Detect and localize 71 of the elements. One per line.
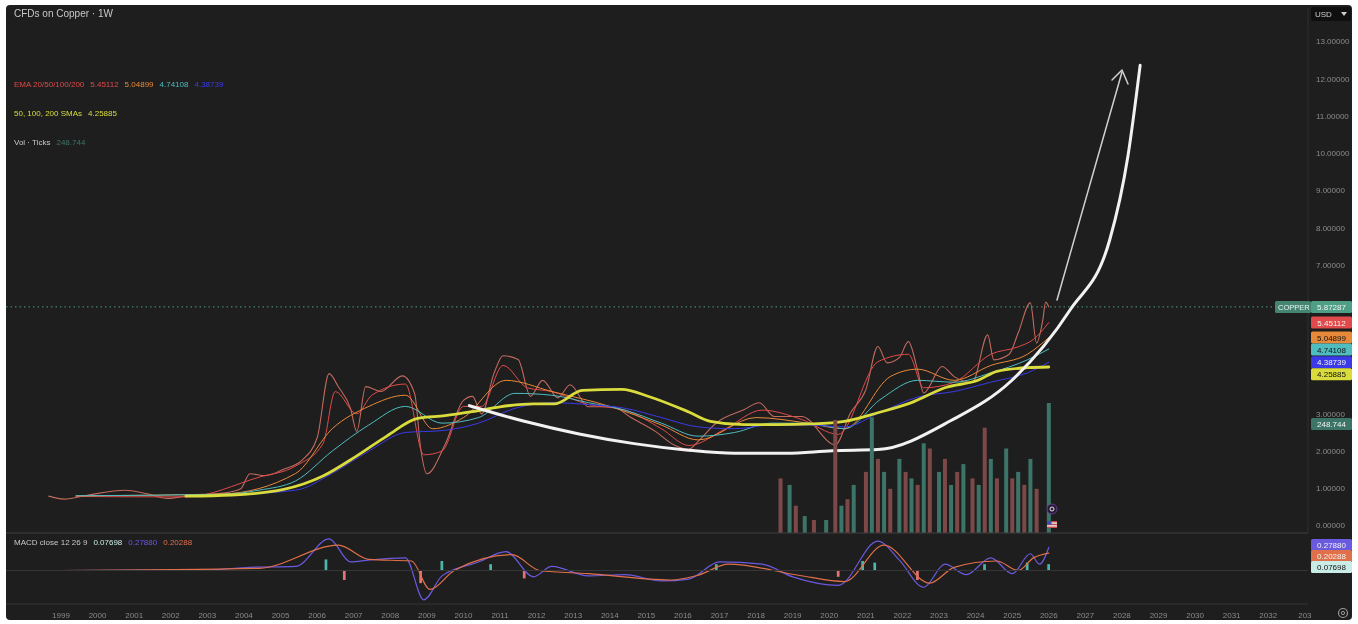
x-tick-label: 2013 (564, 610, 583, 620)
x-tick-label: 2032 (1259, 610, 1278, 620)
text: 5.04899 (1317, 333, 1346, 343)
text: 0.20288 (1317, 552, 1346, 561)
x-tick-label: 2026 (1039, 610, 1059, 620)
x-tick-label: 2008 (381, 610, 400, 620)
x-tick-label: 2016 (673, 610, 693, 620)
y-axis-title: USD (1315, 10, 1333, 19)
x-tick-label: 2024 (966, 610, 986, 620)
x-tick-label: 2004 (234, 610, 254, 620)
x-tick-label: 2005 (271, 610, 290, 620)
y-tick-label: 0.00000 (1316, 521, 1346, 531)
annotation: 0.20288 (163, 538, 193, 547)
x-tick-label: 2002 (161, 610, 181, 620)
annotation: 0.07698 (93, 538, 123, 547)
chart-title: Vol · Ticks (14, 138, 51, 147)
x-tick-label: 2017 (710, 610, 729, 620)
x-tick-label: 2020 (820, 610, 839, 620)
x-tick-label: 2003 (198, 610, 217, 620)
chart-title: CFDs on Copper · 1W (14, 8, 114, 19)
y-tick-label: 13.00000 (1316, 37, 1350, 47)
x-tick-label: 2001 (125, 610, 144, 620)
x-tick-label: 2018 (747, 610, 766, 620)
x-tick-label: 2000 (88, 610, 107, 620)
x-tick-label: 2021 (856, 610, 876, 620)
x-tick-label: 2025 (1003, 610, 1022, 620)
text: 5.45112 (1317, 318, 1346, 328)
text: 248.744 (56, 138, 86, 147)
y-tick-label: 8.00000 (1316, 223, 1346, 233)
text: 248.744 (1317, 420, 1347, 429)
annotation: 0.27880 (128, 538, 158, 547)
annotation: 5.04899 (124, 80, 155, 89)
annotation: 4.38739 (194, 80, 224, 89)
y-tick-label: 3.00000 (1316, 409, 1346, 419)
y-tick-label: 10.00000 (1316, 149, 1350, 159)
x-tick-label: 2014 (600, 610, 620, 620)
y-tick-label: 11.00000 (1316, 111, 1350, 121)
x-tick-label: 2019 (783, 610, 803, 620)
y-tick-label: 7.00000 (1316, 260, 1346, 270)
text: 50, 100, 200 SMAs (14, 109, 83, 118)
x-tick-label: 2023 (930, 610, 949, 620)
x-tick-label: 2031 (1222, 610, 1242, 620)
x-tick-label: 2015 (637, 610, 656, 620)
text: 5.87287 (1317, 302, 1347, 312)
x-tick-label: 2028 (1113, 610, 1132, 620)
text: 4.74108 (1317, 345, 1346, 355)
chart-title: MACD close 12 26 9 (14, 538, 88, 547)
text: 4.25885 (1317, 370, 1346, 380)
text: EMA 20/50/100/200 (14, 80, 85, 89)
text: 0.07698 (1317, 563, 1346, 572)
annotation: 4.25885 (88, 109, 118, 118)
x-tick-label: 2009 (417, 610, 437, 620)
text: 4.38739 (1317, 358, 1346, 368)
annotation: 4.74108 (159, 80, 189, 89)
x-tick-label: 203 (1298, 610, 1313, 620)
y-tick-label: 1.00000 (1316, 484, 1346, 494)
text: 0.27880 (1317, 541, 1346, 550)
x-tick-label: 2030 (1186, 610, 1205, 620)
x-tick-label: 2029 (1149, 610, 1169, 620)
x-tick-label: 2022 (893, 610, 912, 620)
annotation: 5.45112 (90, 80, 120, 89)
y-tick-label: 2.00000 (1316, 446, 1346, 456)
x-tick-label: 2007 (344, 610, 364, 620)
x-tick-label: 1999 (52, 610, 71, 620)
x-tick-label: 2010 (454, 610, 473, 620)
x-tick-label: 2027 (1076, 610, 1095, 620)
x-tick-label: 2006 (308, 610, 327, 620)
y-tick-label: 12.00000 (1316, 74, 1350, 84)
x-tick-label: 2012 (527, 610, 546, 620)
y-tick-label: 9.00000 (1316, 186, 1346, 196)
x-tick-label: 2011 (491, 610, 510, 620)
